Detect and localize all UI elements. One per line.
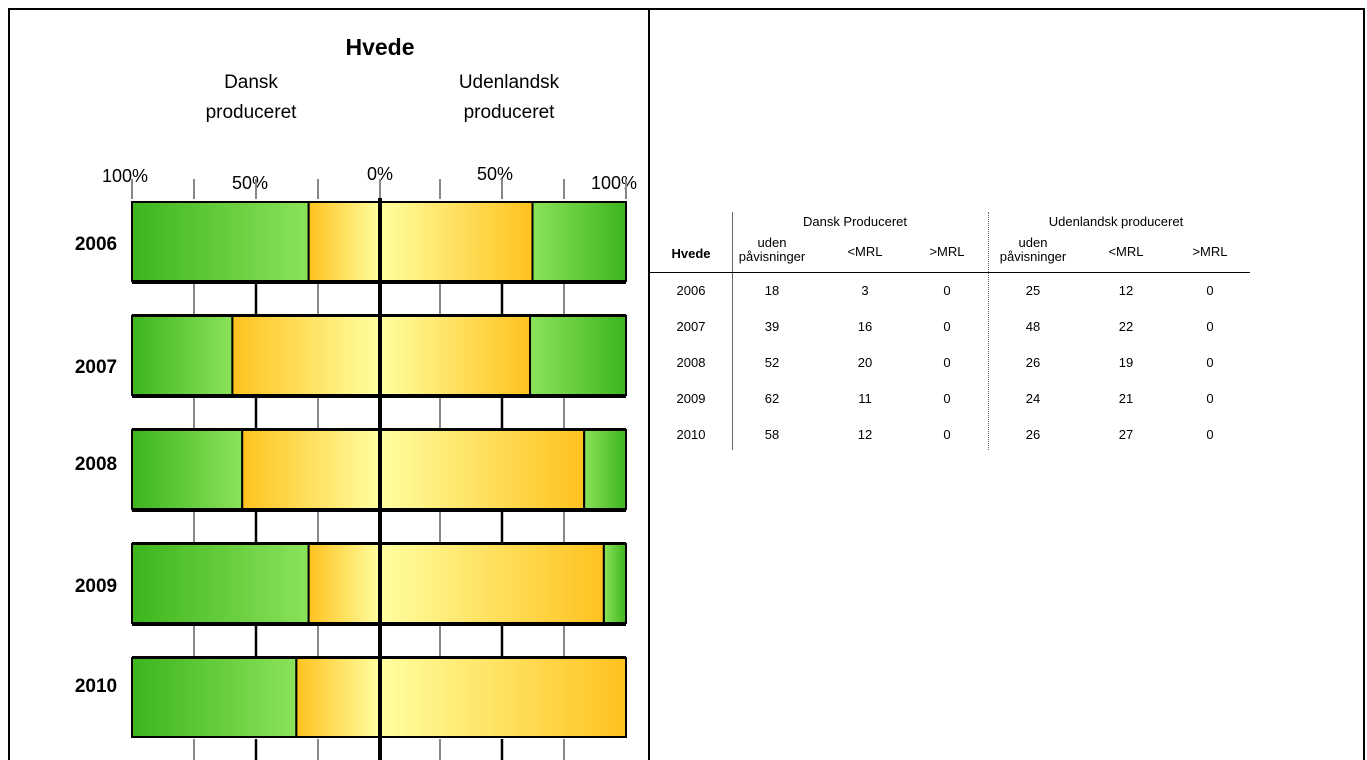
table-row: 2009 62 11 0 24 21 0 [650,391,1250,411]
table-row: 2007 39 16 0 48 22 0 [650,319,1250,339]
table-cell: 12 [825,427,905,442]
bar-udenlandsk-yellow [380,202,533,281]
table-cell: 3 [825,283,905,298]
table-cell: 39 [732,319,812,334]
table-cell: 20 [825,355,905,370]
bar-dansk-yellow [309,544,380,623]
axis-tick-label: 100% [591,173,637,193]
table-cell: 12 [1086,283,1166,298]
table-cell: 16 [825,319,905,334]
bar-dansk-green [132,316,232,395]
bar-dansk-yellow [232,316,380,395]
table-cell: 0 [1170,319,1250,334]
group-header-dansk: Dansk Produceret [730,214,980,229]
row-year-cell: 2006 [650,283,732,298]
frame-right-border [1363,8,1365,760]
bar-dansk-yellow [309,202,380,281]
table-cell: 0 [1170,427,1250,442]
col-header-dk-uden-line2: påvisninger [732,250,812,264]
row-year-cell: 2008 [650,355,732,370]
bar-udenlandsk-green [584,430,626,509]
row-year-cell: 2010 [650,427,732,442]
table-cell: 25 [993,283,1073,298]
bar-udenlandsk-green [604,544,626,623]
table-cell: 21 [1086,391,1166,406]
right-caption-line1: Udenlandsk [459,72,560,93]
chart-title: Hvede [345,34,414,60]
table-row: 2006 18 3 0 25 12 0 [650,283,1250,303]
axis-tick-label: 50% [477,164,513,184]
category-label: 2009 [75,576,117,597]
category-label: 2008 [75,454,117,475]
category-label: 2010 [75,676,117,697]
table-cell: 11 [825,391,905,406]
col-header-ud-gt-mrl: >MRL [1170,244,1250,259]
bar-dansk-yellow [242,430,380,509]
bar-dansk-green [132,658,296,737]
category-label: 2007 [75,357,117,378]
bar-udenlandsk-yellow [380,658,626,737]
table-cell: 0 [907,427,987,442]
col-header-ud-uden: uden påvisninger [993,236,1073,264]
left-caption-line2: produceret [206,102,298,123]
left-caption-line1: Dansk [224,72,278,93]
col-header-dk-gt-mrl: >MRL [907,244,987,259]
axis-tick-label: 100% [102,166,148,186]
table-cell: 48 [993,319,1073,334]
col-header-ud-uden-line2: påvisninger [993,250,1073,264]
table-cell: 0 [907,319,987,334]
table-cell: 22 [1086,319,1166,334]
table-cell: 0 [1170,355,1250,370]
category-label: 2006 [75,234,117,255]
col-header-ud-uden-line1: uden [993,236,1073,250]
col-header-ud-lt-mrl: <MRL [1086,244,1166,259]
bar-dansk-yellow [296,658,380,737]
table-header-rule [650,272,1250,273]
table-corner-label: Hvede [650,246,732,261]
table-cell: 24 [993,391,1073,406]
bar-udenlandsk-green [530,316,626,395]
table-cell: 18 [732,283,812,298]
table-row: 2010 58 12 0 26 27 0 [650,427,1250,447]
bar-udenlandsk-green [533,202,626,281]
col-header-dk-lt-mrl: <MRL [825,244,905,259]
table-cell: 27 [1086,427,1166,442]
table-cell: 58 [732,427,812,442]
bar-dansk-green [132,202,309,281]
bar-dansk-green [132,544,309,623]
col-header-dk-uden: uden påvisninger [732,236,812,264]
bar-udenlandsk-yellow [380,544,604,623]
bar-udenlandsk-yellow [380,430,584,509]
frame-divider [648,8,650,760]
table-cell: 19 [1086,355,1166,370]
axis-tick-label: 50% [232,173,268,193]
table-cell: 26 [993,427,1073,442]
table-cell: 0 [907,355,987,370]
table-cell: 0 [907,391,987,406]
table-cell: 52 [732,355,812,370]
table-cell: 0 [1170,391,1250,406]
table-row: 2008 52 20 0 26 19 0 [650,355,1250,375]
table-cell: 62 [732,391,812,406]
chart: Hvede Dansk produceret Udenlandsk produc… [0,0,648,760]
table-cell: 0 [907,283,987,298]
table-cell: 26 [993,355,1073,370]
group-header-udenlandsk: Udenlandsk produceret [986,214,1246,229]
bar-dansk-green [132,430,242,509]
col-header-dk-uden-line1: uden [732,236,812,250]
bar-udenlandsk-yellow [380,316,530,395]
table-cell: 0 [1170,283,1250,298]
row-year-cell: 2007 [650,319,732,334]
row-year-cell: 2009 [650,391,732,406]
right-caption-line2: produceret [464,102,556,123]
